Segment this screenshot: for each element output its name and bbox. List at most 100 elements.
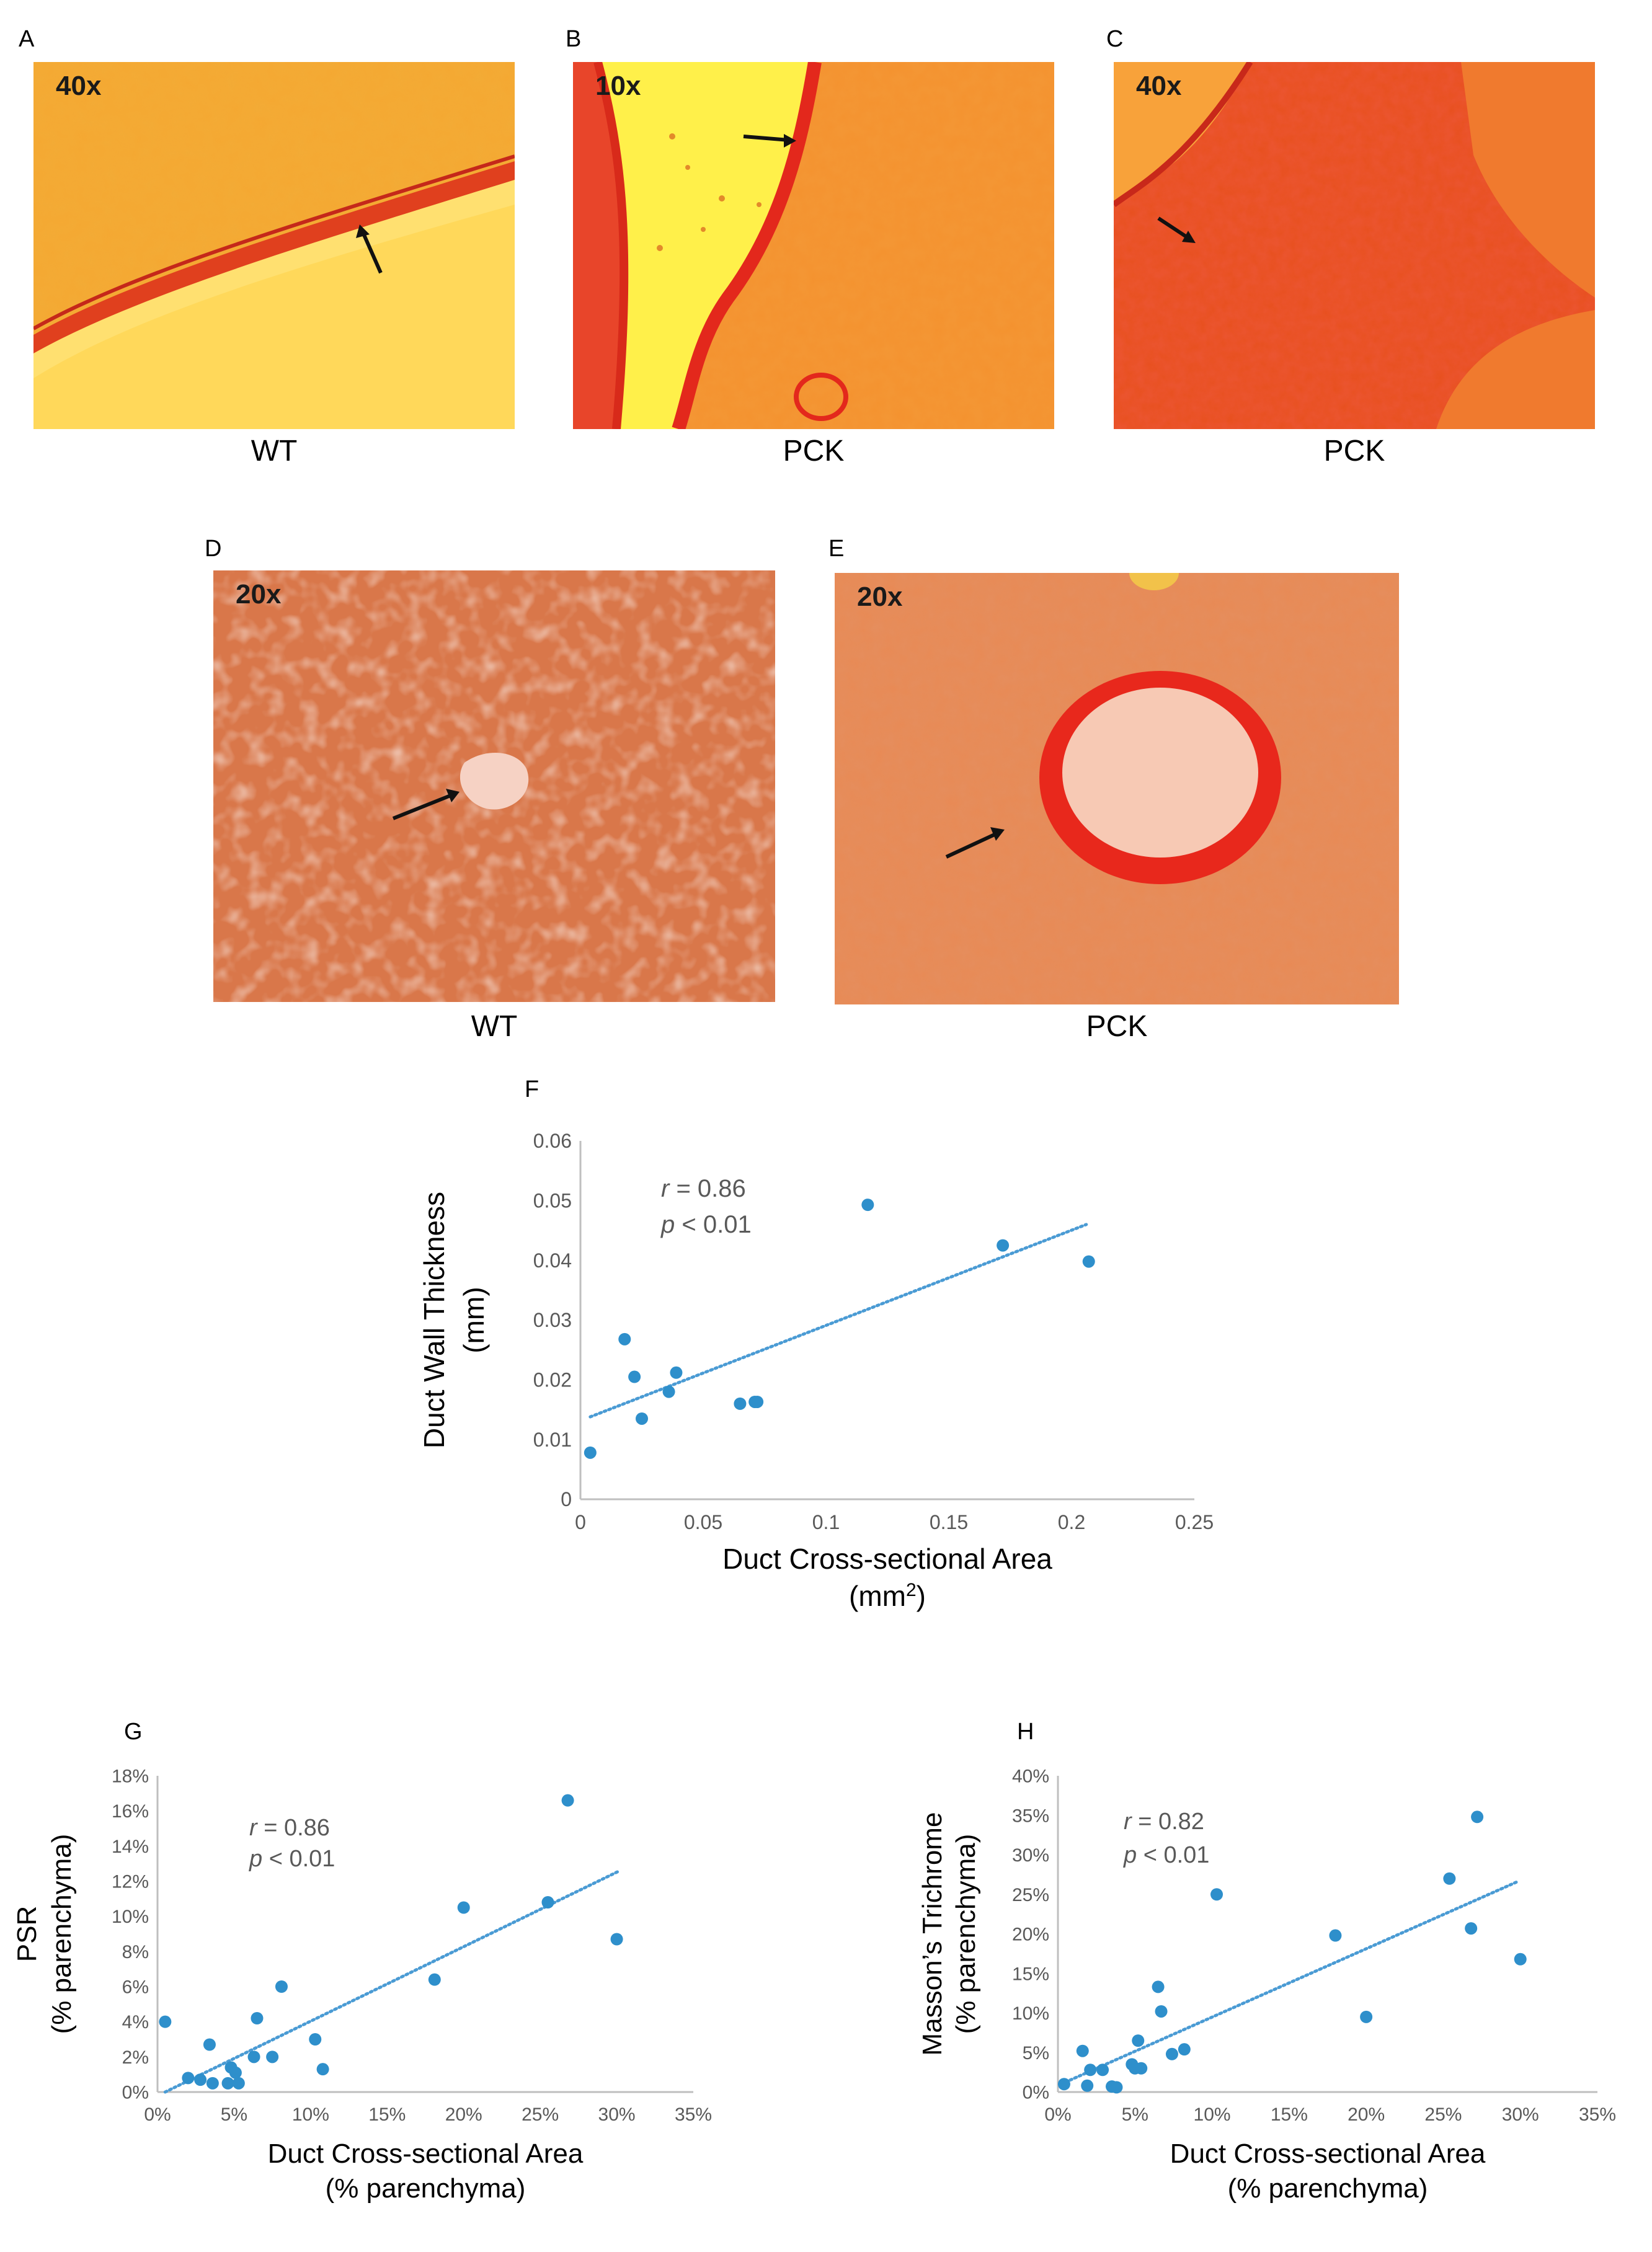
data-point-g xyxy=(232,2077,245,2090)
data-point-g xyxy=(194,2073,207,2086)
x-tick-label-h: 0% xyxy=(1044,2104,1071,2125)
y-tick-label-g: 10% xyxy=(112,1907,149,1927)
data-point-h xyxy=(1132,2034,1145,2047)
data-point-f xyxy=(618,1332,631,1345)
data-point-g xyxy=(275,1980,288,1993)
data-point-g xyxy=(224,2061,238,2074)
data-point-g xyxy=(309,2033,322,2046)
caption-a: WT xyxy=(251,435,298,468)
data-point-f xyxy=(751,1395,764,1408)
x-axis-title-g: Duct Cross-sectional Area xyxy=(268,2139,584,2169)
x-tick-label-g: 35% xyxy=(675,2104,712,2125)
caption-d: WT xyxy=(471,1010,518,1043)
y-tick-label-g: 8% xyxy=(122,1942,149,1962)
y-tick-label-h: 5% xyxy=(1023,2043,1049,2064)
x-tick-label-g: 5% xyxy=(221,2104,247,2125)
stat-p-g: p < 0.01 xyxy=(249,1846,335,1872)
x-tick-label-h: 5% xyxy=(1122,2104,1148,2125)
trendline-f xyxy=(588,1223,1088,1419)
magnification-label-d: 20x xyxy=(236,579,282,610)
x-tick-label-f: 0.15 xyxy=(930,1511,968,1533)
data-point-h xyxy=(1106,2080,1118,2093)
panel-letter-e: E xyxy=(828,536,845,562)
x-axis-title-f: Duct Cross-sectional Area xyxy=(722,1543,1052,1575)
micrograph-c: 40x xyxy=(1114,62,1595,429)
y-tick-label-h: 20% xyxy=(1012,1925,1049,1945)
data-point-g xyxy=(182,2072,195,2085)
caption-c: PCK xyxy=(1323,435,1385,468)
caption-e: PCK xyxy=(1086,1010,1148,1043)
data-point-f xyxy=(584,1446,597,1459)
y-tick-label-f: 0.03 xyxy=(533,1309,572,1331)
y-axis-unit-f: (mm) xyxy=(458,1287,490,1353)
data-point-g xyxy=(266,2050,279,2064)
data-point-g xyxy=(221,2077,234,2090)
data-point-h xyxy=(1471,1811,1484,1824)
y-tick-label-g: 0% xyxy=(122,2083,149,2103)
y-tick-label-h: 35% xyxy=(1012,1806,1049,1826)
x-tick-label-g: 25% xyxy=(522,2104,559,2125)
data-point-h xyxy=(1155,2005,1168,2018)
data-point-g xyxy=(316,2063,329,2076)
x-tick-label-f: 0.2 xyxy=(1058,1511,1085,1533)
y-tick-label-h: 0% xyxy=(1023,2083,1049,2103)
x-tick-label-g: 20% xyxy=(445,2104,482,2125)
data-point-f xyxy=(748,1395,762,1408)
x-tick-label-f: 0 xyxy=(575,1511,586,1533)
data-point-h xyxy=(1178,2043,1191,2056)
trendline-g xyxy=(163,1869,622,2094)
y-tick-label-f: 0 xyxy=(561,1488,572,1510)
data-point-g xyxy=(203,2038,216,2051)
stat-r-h: r = 0.82 xyxy=(1124,1809,1204,1835)
data-point-g xyxy=(251,2012,264,2024)
y-tick-label-f: 0.06 xyxy=(533,1130,572,1152)
micrograph-a: 40x xyxy=(33,62,515,429)
data-point-f xyxy=(734,1397,747,1410)
micrograph-b: 10x xyxy=(573,62,1054,429)
magnification-label-c: 40x xyxy=(1136,71,1182,101)
data-point-h xyxy=(1096,2064,1109,2077)
y-tick-label-h: 40% xyxy=(1012,1767,1049,1787)
panel-letter-b: B xyxy=(566,26,582,52)
y-axis-title-g: PSR xyxy=(12,1906,42,1962)
data-point-h xyxy=(1057,2078,1070,2091)
stat-p-h: p < 0.01 xyxy=(1123,1842,1209,1868)
panel-letter-c: C xyxy=(1106,26,1124,52)
data-point-f xyxy=(861,1199,874,1212)
data-point-h xyxy=(1443,1872,1456,1885)
data-point-f xyxy=(628,1370,641,1383)
x-tick-label-g: 0% xyxy=(144,2104,171,2125)
data-point-h xyxy=(1329,1929,1342,1942)
data-point-g xyxy=(610,1933,623,1946)
y-tick-label-f: 0.04 xyxy=(533,1249,572,1272)
x-tick-label-h: 20% xyxy=(1348,2104,1385,2125)
x-tick-label-g: 30% xyxy=(598,2104,636,2125)
caption-b: PCK xyxy=(783,435,845,468)
panel-letter-h: H xyxy=(1017,1719,1034,1745)
trendline-h xyxy=(1059,1880,1519,2086)
arrow-b xyxy=(743,135,789,142)
stat-r-g: r = 0.86 xyxy=(249,1815,330,1841)
y-axis-unit-h: (% parenchyma) xyxy=(951,1834,981,2034)
data-point-h xyxy=(1465,1922,1478,1935)
data-point-f xyxy=(1082,1255,1095,1268)
x-tick-label-h: 25% xyxy=(1424,2104,1462,2125)
data-point-h xyxy=(1126,2058,1139,2071)
x-tick-label-h: 10% xyxy=(1194,2104,1231,2125)
arrow-a xyxy=(360,229,383,274)
y-tick-label-h: 30% xyxy=(1012,1845,1049,1866)
magnification-label-b: 10x xyxy=(595,71,641,101)
y-tick-label-g: 2% xyxy=(122,2047,149,2068)
x-tick-label-h: 15% xyxy=(1271,2104,1308,2125)
data-point-g xyxy=(159,2015,172,2028)
data-point-g xyxy=(541,1896,554,1908)
stat-p-f: p < 0.01 xyxy=(660,1211,752,1238)
arrow-e xyxy=(945,831,998,859)
data-point-f xyxy=(636,1412,648,1425)
x-tick-label-f: 0.1 xyxy=(812,1511,840,1533)
y-tick-label-f: 0.01 xyxy=(533,1429,572,1451)
y-tick-label-h: 15% xyxy=(1012,1964,1049,1984)
y-tick-label-g: 4% xyxy=(122,2012,149,2033)
x-tick-label-f: 0.05 xyxy=(684,1511,722,1533)
y-tick-label-f: 0.05 xyxy=(533,1190,572,1212)
